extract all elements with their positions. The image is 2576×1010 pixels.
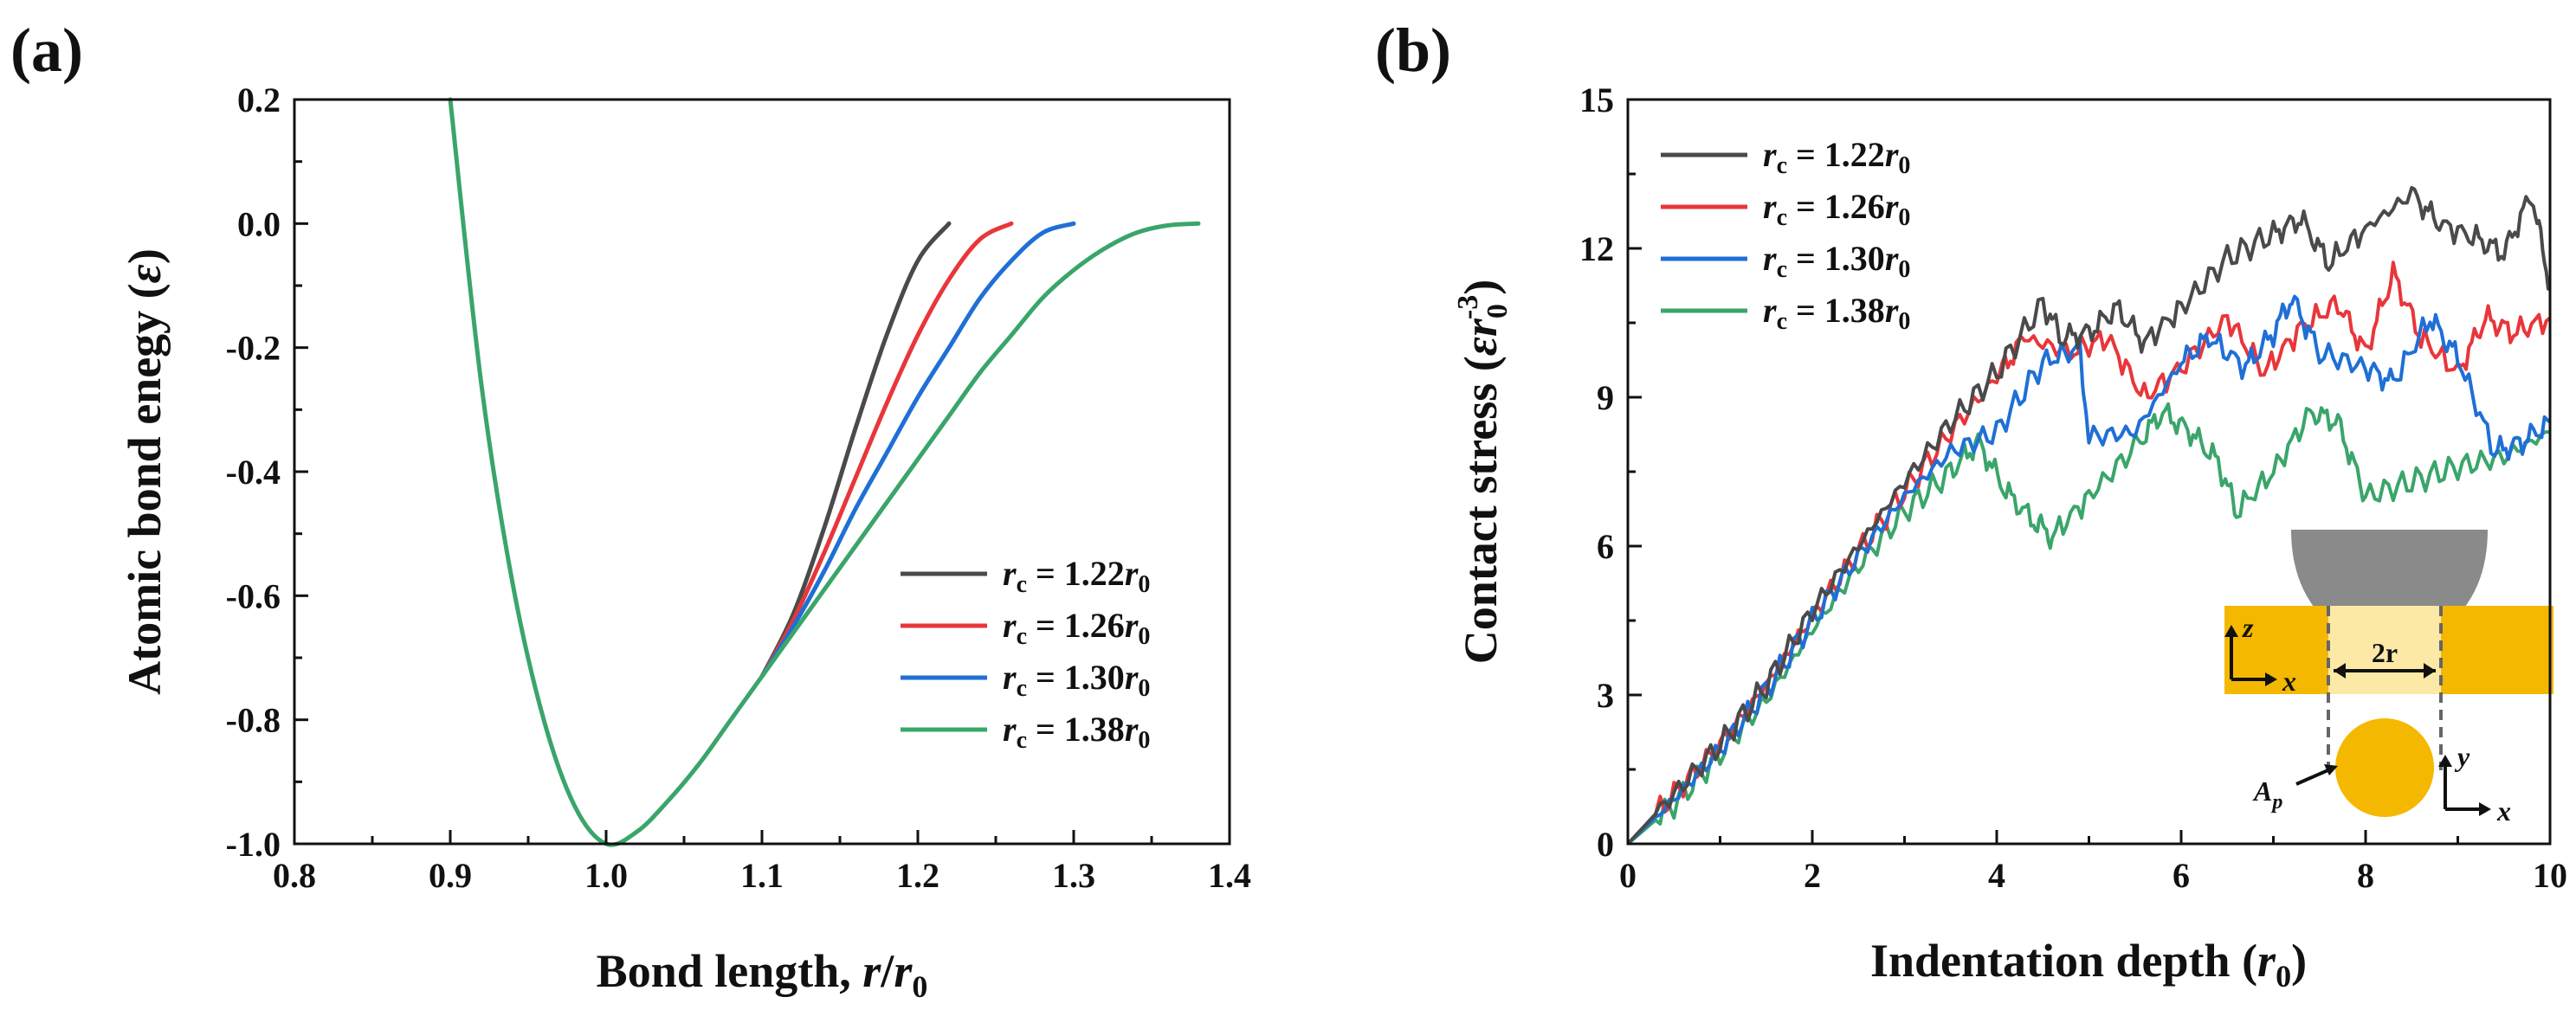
panel-a-label: (a) [10,16,83,85]
x-axis-label-bottom: x [2496,795,2511,827]
panel-a-ticks: 0.8 0.9 1.0 1.1 1.2 1.3 1.4 -1.0 -0.8 -0.6 -0.4 -0.… [226,80,1251,895]
panel-b-series-line [1626,294,2552,846]
panel-a-ytick-label: 0.0 [237,204,281,243]
panel-b-legend-label: rc = 1.26r0 [1763,187,1910,231]
panel-b-ytick-label: 6 [1597,527,1614,566]
panel-a-xtick-label: 1.3 [1052,856,1095,895]
y-axis-label: y [2454,741,2470,772]
panel-b-legend-label: rc = 1.22r0 [1763,135,1910,179]
panel-a-series-line [759,221,1014,679]
panel-a-ytick-label: -1.0 [226,825,281,864]
panel-a-legend: rc = 1.22r0 rc = 1.26r0 rc = 1.30r0 rc = 1.… [901,554,1150,754]
panel-b-legend-label: rc = 1.38r0 [1763,291,1910,335]
diameter-arrowheads [2334,663,2436,679]
panel-a-ytick-label: -0.8 [226,701,281,740]
panel-a: (a) 0.8 0.9 1.0 1.1 1.2 1.3 1.4 -1.0 -0.8 -0.6 -0.… [10,16,1251,1004]
panel-b-ytick-label: 0 [1597,825,1614,864]
z-axis-label: z [2242,612,2254,643]
panel-b-xtick-label: 4 [1988,856,2005,895]
panel-a-series-line [759,221,1076,679]
panel-b-xtick-label: 8 [2357,856,2374,895]
panel-a-ytick-label: -0.4 [226,453,281,492]
two-r-label: 2r [2372,637,2398,668]
ap-pointer-line [2295,767,2333,786]
panel-b-xtick-label: 0 [1619,856,1637,895]
x-arrowhead-top [2265,672,2277,686]
ap-pointer-head [2324,764,2338,775]
panel-b-xtick-label: 10 [2533,856,2567,895]
panel-a-xlabel: Bond length, r/r0 [597,945,928,1004]
panel-a-xtick-label: 0.9 [429,856,472,895]
panel-a-series-line [759,221,1201,679]
y-arrowhead [2438,755,2452,767]
panel-b-xtick-label: 6 [2172,856,2190,895]
panel-a-xtick-label: 1.1 [740,856,784,895]
contact-region [2328,606,2441,694]
panel-b-ytick-label: 15 [1579,80,1614,119]
panel-b-ytick-label: 3 [1597,676,1614,715]
panel-b-xlabel: Indentation depth (r0) [1870,935,2307,994]
panel-b-ylabel: Contact stress (εr0-3) [1452,280,1514,664]
panel-b-ticks: 0 2 4 6 8 10 0 3 6 9 12 15 [1579,80,2567,895]
panel-b-label: (b) [1375,16,1451,85]
x-axis-label-top: x [2282,666,2296,697]
panel-a-legend-label: rc = 1.22r0 [1003,554,1150,598]
panel-a-xtick-label: 0.8 [273,856,316,895]
panel-a-legend-label: rc = 1.38r0 [1003,710,1150,754]
panel-a-xtick-label: 1.4 [1208,856,1251,895]
panel-a-ytick-label: -0.6 [226,576,281,615]
panel-a-shared-branch [448,97,765,847]
z-arrowhead [2224,625,2238,637]
panel-a-legend-label: rc = 1.30r0 [1003,658,1150,702]
panel-b-xtick-label: 2 [1804,856,1821,895]
indenter-inset: 2r z x y x Ap [2224,530,2553,827]
panel-b-legend-label: rc = 1.30r0 [1763,239,1910,283]
panel-a-ytick-label: 0.2 [237,80,281,119]
projected-area-disc [2335,718,2434,817]
panel-a-xtick-label: 1.2 [896,856,939,895]
panel-a-xtick-label: 1.0 [584,856,628,895]
panel-a-series-line [759,221,952,679]
panel-a-legend-label: rc = 1.26r0 [1003,606,1150,650]
x-arrowhead-bottom [2479,802,2491,816]
panel-b-series-group [1626,185,2552,846]
panel-a-series-group [448,97,1201,847]
panel-a-ytick-label: -0.2 [226,329,281,368]
panel-b-ytick-label: 12 [1579,229,1614,268]
panel-b-series-line [1626,185,2551,846]
panel-a-ylabel: Atomic bond enegy (ε) [119,248,171,695]
ap-label: Ap [2252,775,2282,814]
panel-b: (b) 2r z x y x Ap [1375,16,2567,994]
panel-b-ytick-label: 9 [1597,378,1614,417]
panel-b-legend: rc = 1.22r0 rc = 1.26r0 rc = 1.30r0 rc = 1.… [1661,135,1910,335]
